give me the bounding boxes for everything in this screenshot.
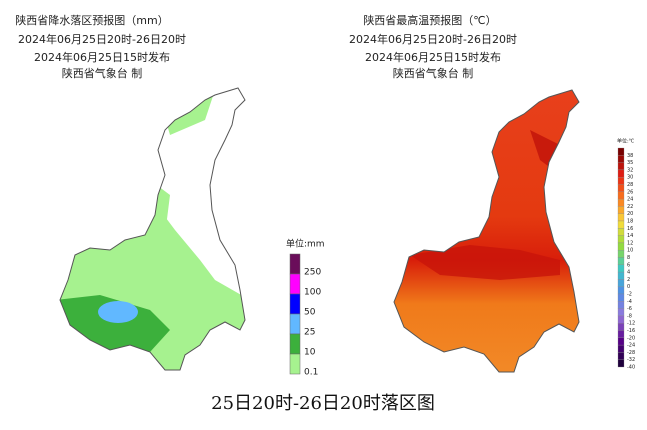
legend-swatch (617, 308, 625, 317)
left-issued: 2024年06月25日15时发布 (34, 50, 170, 64)
legend-swatch (617, 344, 625, 353)
legend-label: 18 (627, 219, 633, 225)
legend-label: -8 (627, 313, 632, 319)
left-maker: 陕西省气象台 制 (62, 66, 143, 80)
legend-label: -6 (627, 306, 632, 312)
legend-label: 20 (627, 211, 633, 217)
legend-swatch (617, 323, 625, 331)
legend-swatch (617, 155, 625, 163)
legend-swatch (617, 352, 625, 360)
legend-label: 4 (627, 270, 630, 276)
legend-swatch (289, 273, 301, 295)
legend-swatch (617, 337, 625, 346)
legend-label: 10 (304, 348, 316, 358)
legend-label: -2 (627, 292, 632, 298)
legend-swatch (617, 206, 625, 214)
legend-swatch (289, 353, 301, 375)
legend-label: 2 (627, 277, 630, 283)
legend-swatch (617, 198, 625, 207)
legend-swatch (617, 147, 625, 156)
legend-swatch (617, 301, 625, 309)
legend-label: 12 (627, 240, 633, 246)
right-period: 2024年06月25日20时-26日20时 (349, 32, 517, 46)
legend-label: 28 (627, 182, 633, 188)
legend-swatch (289, 313, 301, 335)
legend-swatch (617, 169, 625, 178)
legend-swatch (617, 315, 625, 324)
legend-label: -24 (627, 343, 635, 349)
legend-swatch (289, 293, 301, 315)
temp-unit: 单位:℃ (617, 138, 635, 145)
caption: 25日20时-26日20时落区图 (211, 393, 435, 414)
legend-swatch (617, 279, 625, 287)
legend-swatch (617, 184, 625, 192)
legend-swatch (289, 253, 301, 275)
legend-swatch (617, 191, 625, 200)
legend-swatch (617, 162, 625, 171)
legend-label: -4 (627, 299, 632, 305)
legend-swatch (617, 235, 625, 244)
legend-label: 22 (627, 204, 633, 210)
right-title: 陕西省最高温预报图（℃） (363, 13, 496, 27)
legend-label: -32 (627, 357, 635, 363)
precip-legend: 250 100 50 25 10 0.1 (289, 253, 321, 378)
left-title: 陕西省降水落区预报图（mm） (15, 13, 168, 27)
legend-label: 26 (627, 189, 633, 195)
legend-swatch (617, 286, 625, 295)
legend-label: 10 (627, 248, 633, 254)
legend-swatch (617, 220, 625, 229)
left-period: 2024年06月25日20时-26日20时 (18, 32, 186, 46)
right-maker: 陕西省气象台 制 (393, 66, 474, 80)
legend-swatch (617, 242, 625, 251)
legend-swatch (617, 250, 625, 258)
legend-swatch (617, 271, 625, 280)
legend-swatch (617, 264, 625, 273)
legend-label: -28 (627, 350, 635, 356)
legend-label: 24 (627, 197, 633, 203)
legend-label: -20 (627, 335, 635, 341)
legend-label: -16 (627, 328, 635, 334)
legend-label: 35 (627, 160, 633, 166)
legend-swatch (617, 257, 625, 265)
legend-label: 50 (304, 308, 316, 318)
legend-label: 250 (304, 268, 321, 278)
legend-label: 16 (627, 226, 633, 232)
legend-swatch (617, 213, 625, 222)
precip-unit: 单位:mm (286, 238, 325, 250)
temp-map (394, 90, 579, 372)
right-issued: 2024年06月25日15时发布 (365, 50, 501, 64)
legend-swatch (289, 333, 301, 355)
temp-legend: 383532302826242220181614121086420-2-4-6-… (617, 147, 635, 371)
legend-label: 0 (627, 284, 630, 290)
legend-swatch (617, 293, 625, 302)
legend-label: 100 (304, 288, 321, 298)
legend-swatch (617, 359, 625, 368)
legend-label: 0.1 (304, 368, 318, 378)
legend-label: -40 (627, 365, 635, 371)
legend-label: 32 (627, 167, 633, 173)
legend-swatch (617, 228, 625, 236)
legend-label: 30 (627, 175, 633, 181)
legend-swatch (617, 330, 625, 338)
legend-label: 8 (627, 255, 630, 261)
legend-swatch (617, 177, 625, 185)
legend-label: 38 (627, 153, 633, 159)
legend-label: 6 (627, 262, 630, 268)
legend-label: 14 (627, 233, 633, 239)
legend-label: -12 (627, 321, 635, 327)
legend-label: 25 (304, 328, 315, 338)
